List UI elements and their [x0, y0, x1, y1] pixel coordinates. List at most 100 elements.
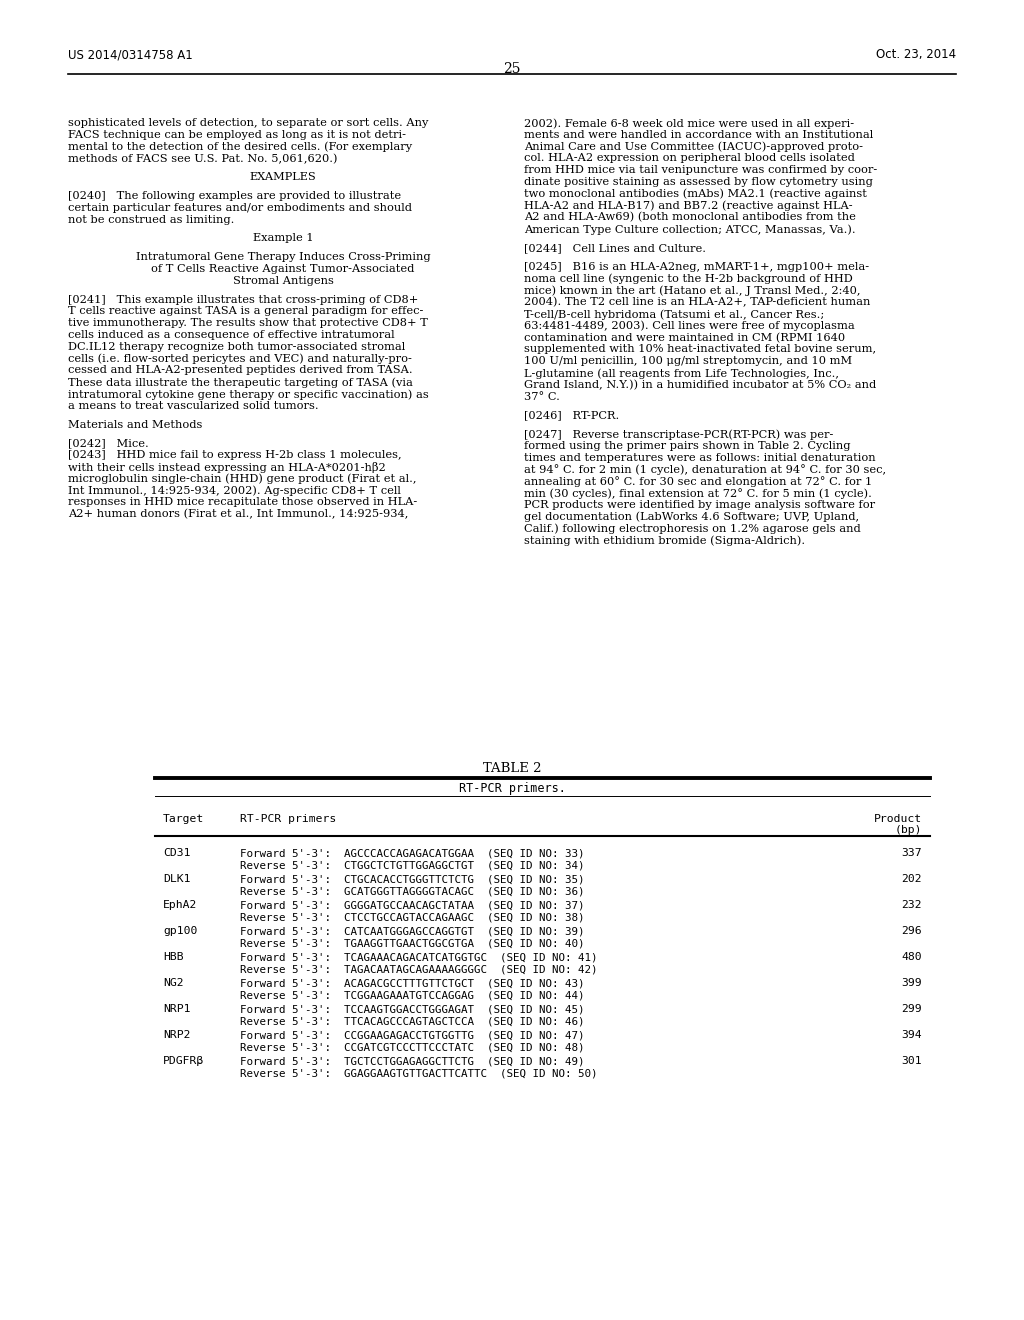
Text: Oct. 23, 2014: Oct. 23, 2014 — [876, 48, 956, 61]
Text: [0240]   The following examples are provided to illustrate: [0240] The following examples are provid… — [68, 191, 401, 201]
Text: 480: 480 — [901, 952, 922, 962]
Text: cells induced as a consequence of effective intratumoral: cells induced as a consequence of effect… — [68, 330, 394, 341]
Text: 301: 301 — [901, 1056, 922, 1067]
Text: NRP1: NRP1 — [163, 1005, 190, 1014]
Text: Forward 5'-3':  GGGGATGCCAACAGCTATAA  (SEQ ID NO: 37): Forward 5'-3': GGGGATGCCAACAGCTATAA (SEQ… — [240, 900, 585, 909]
Text: Reverse 5'-3':  TCGGAAGAAATGTCCAGGAG  (SEQ ID NO: 44): Reverse 5'-3': TCGGAAGAAATGTCCAGGAG (SEQ… — [240, 990, 585, 1001]
Text: staining with ethidium bromide (Sigma-Aldrich).: staining with ethidium bromide (Sigma-Al… — [524, 536, 805, 546]
Text: US 2014/0314758 A1: US 2014/0314758 A1 — [68, 48, 193, 61]
Text: Reverse 5'-3':  TTCACAGCCCAGTAGCTCCA  (SEQ ID NO: 46): Reverse 5'-3': TTCACAGCCCAGTAGCTCCA (SEQ… — [240, 1016, 585, 1026]
Text: T cells reactive against TASA is a general paradigm for effec-: T cells reactive against TASA is a gener… — [68, 306, 423, 317]
Text: DLK1: DLK1 — [163, 874, 190, 884]
Text: RT-PCR primers.: RT-PCR primers. — [459, 781, 565, 795]
Text: dinate positive staining as assessed by flow cytometry using: dinate positive staining as assessed by … — [524, 177, 872, 187]
Text: Forward 5'-3':  ACAGACGCCTTTGTTCTGCT  (SEQ ID NO: 43): Forward 5'-3': ACAGACGCCTTTGTTCTGCT (SEQ… — [240, 978, 585, 987]
Text: T-cell/B-cell hybridoma (Tatsumi et al., Cancer Res.;: T-cell/B-cell hybridoma (Tatsumi et al.,… — [524, 309, 824, 319]
Text: of T Cells Reactive Against Tumor-Associated: of T Cells Reactive Against Tumor-Associ… — [152, 264, 415, 275]
Text: PCR products were identified by image analysis software for: PCR products were identified by image an… — [524, 500, 876, 510]
Text: These data illustrate the therapeutic targeting of TASA (via: These data illustrate the therapeutic ta… — [68, 378, 413, 388]
Text: A2+ human donors (Firat et al., Int Immunol., 14:925-934,: A2+ human donors (Firat et al., Int Immu… — [68, 510, 409, 520]
Text: Int Immunol., 14:925-934, 2002). Ag-specific CD8+ T cell: Int Immunol., 14:925-934, 2002). Ag-spec… — [68, 486, 400, 496]
Text: intratumoral cytokine gene therapy or specific vaccination) as: intratumoral cytokine gene therapy or sp… — [68, 389, 429, 400]
Text: Target: Target — [163, 814, 204, 824]
Text: Example 1: Example 1 — [253, 234, 313, 243]
Text: at 94° C. for 2 min (1 cycle), denaturation at 94° C. for 30 sec,: at 94° C. for 2 min (1 cycle), denaturat… — [524, 465, 886, 475]
Text: 25: 25 — [503, 62, 521, 77]
Text: Grand Island, N.Y.)) in a humidified incubator at 5% CO₂ and: Grand Island, N.Y.)) in a humidified inc… — [524, 380, 877, 391]
Text: times and temperatures were as follows: initial denaturation: times and temperatures were as follows: … — [524, 453, 876, 463]
Text: sophisticated levels of detection, to separate or sort cells. Any: sophisticated levels of detection, to se… — [68, 117, 428, 128]
Text: gel documentation (LabWorks 4.6 Software; UVP, Upland,: gel documentation (LabWorks 4.6 Software… — [524, 512, 859, 523]
Text: 299: 299 — [901, 1005, 922, 1014]
Text: col. HLA-A2 expression on peripheral blood cells isolated: col. HLA-A2 expression on peripheral blo… — [524, 153, 855, 164]
Text: EphA2: EphA2 — [163, 900, 198, 909]
Text: certain particular features and/or embodiments and should: certain particular features and/or embod… — [68, 203, 412, 213]
Text: annealing at 60° C. for 30 sec and elongation at 72° C. for 1: annealing at 60° C. for 30 sec and elong… — [524, 477, 872, 487]
Text: HLA-A2 and HLA-B17) and BB7.2 (reactive against HLA-: HLA-A2 and HLA-B17) and BB7.2 (reactive … — [524, 201, 853, 211]
Text: Animal Care and Use Committee (IACUC)-approved proto-: Animal Care and Use Committee (IACUC)-ap… — [524, 141, 863, 152]
Text: from HHD mice via tail venipuncture was confirmed by coor-: from HHD mice via tail venipuncture was … — [524, 165, 878, 176]
Text: Forward 5'-3':  CTGCACACCTGGGTTCTCTG  (SEQ ID NO: 35): Forward 5'-3': CTGCACACCTGGGTTCTCTG (SEQ… — [240, 874, 585, 884]
Text: [0242]   Mice.: [0242] Mice. — [68, 438, 148, 449]
Text: Forward 5'-3':  TCCAAGTGGACCTGGGAGAT  (SEQ ID NO: 45): Forward 5'-3': TCCAAGTGGACCTGGGAGAT (SEQ… — [240, 1005, 585, 1014]
Text: Forward 5'-3':  CCGGAAGAGACCTGTGGTTG  (SEQ ID NO: 47): Forward 5'-3': CCGGAAGAGACCTGTGGTTG (SEQ… — [240, 1030, 585, 1040]
Text: A2 and HLA-Aw69) (both monoclonal antibodies from the: A2 and HLA-Aw69) (both monoclonal antibo… — [524, 213, 856, 223]
Text: Reverse 5'-3':  GCATGGGTTAGGGGTACAGC  (SEQ ID NO: 36): Reverse 5'-3': GCATGGGTTAGGGGTACAGC (SEQ… — [240, 886, 585, 896]
Text: Forward 5'-3':  CATCAATGGGAGCCAGGTGT  (SEQ ID NO: 39): Forward 5'-3': CATCAATGGGAGCCAGGTGT (SEQ… — [240, 927, 585, 936]
Text: gp100: gp100 — [163, 927, 198, 936]
Text: formed using the primer pairs shown in Table 2. Cycling: formed using the primer pairs shown in T… — [524, 441, 851, 451]
Text: contamination and were maintained in CM (RPMI 1640: contamination and were maintained in CM … — [524, 333, 845, 343]
Text: tive immunotherapy. The results show that protective CD8+ T: tive immunotherapy. The results show tha… — [68, 318, 428, 329]
Text: Materials and Methods: Materials and Methods — [68, 420, 203, 429]
Text: 202: 202 — [901, 874, 922, 884]
Text: 337: 337 — [901, 847, 922, 858]
Text: with their cells instead expressing an HLA-A*0201-hβ2: with their cells instead expressing an H… — [68, 462, 386, 473]
Text: HBB: HBB — [163, 952, 183, 962]
Text: FACS technique can be employed as long as it is not detri-: FACS technique can be employed as long a… — [68, 129, 406, 140]
Text: [0245]   B16 is an HLA-A2neg, mMART-1+, mgp100+ mela-: [0245] B16 is an HLA-A2neg, mMART-1+, mg… — [524, 261, 869, 272]
Text: noma cell line (syngenic to the H-2b background of HHD: noma cell line (syngenic to the H-2b bac… — [524, 273, 853, 284]
Text: methods of FACS see U.S. Pat. No. 5,061,620.): methods of FACS see U.S. Pat. No. 5,061,… — [68, 153, 338, 164]
Text: 296: 296 — [901, 927, 922, 936]
Text: NRP2: NRP2 — [163, 1030, 190, 1040]
Text: Reverse 5'-3':  TGAAGGTTGAACTGGCGTGA  (SEQ ID NO: 40): Reverse 5'-3': TGAAGGTTGAACTGGCGTGA (SEQ… — [240, 939, 585, 948]
Text: Stromal Antigens: Stromal Antigens — [232, 276, 334, 286]
Text: Reverse 5'-3':  CCGATCGTCCCTTCCCTATC  (SEQ ID NO: 48): Reverse 5'-3': CCGATCGTCCCTTCCCTATC (SEQ… — [240, 1041, 585, 1052]
Text: Calif.) following electrophoresis on 1.2% agarose gels and: Calif.) following electrophoresis on 1.2… — [524, 524, 861, 535]
Text: DC.IL12 therapy recognize both tumor-associated stromal: DC.IL12 therapy recognize both tumor-ass… — [68, 342, 406, 352]
Text: 63:4481-4489, 2003). Cell lines were free of mycoplasma: 63:4481-4489, 2003). Cell lines were fre… — [524, 321, 855, 331]
Text: 394: 394 — [901, 1030, 922, 1040]
Text: NG2: NG2 — [163, 978, 183, 987]
Text: [0243]   HHD mice fail to express H-2b class 1 molecules,: [0243] HHD mice fail to express H-2b cla… — [68, 450, 401, 461]
Text: not be construed as limiting.: not be construed as limiting. — [68, 215, 234, 224]
Text: Reverse 5'-3':  CTGGCTCTGTTGGAGGCTGT  (SEQ ID NO: 34): Reverse 5'-3': CTGGCTCTGTTGGAGGCTGT (SEQ… — [240, 861, 585, 870]
Text: min (30 cycles), final extension at 72° C. for 5 min (1 cycle).: min (30 cycles), final extension at 72° … — [524, 488, 871, 499]
Text: American Type Culture collection; ATCC, Manassas, Va.).: American Type Culture collection; ATCC, … — [524, 224, 856, 235]
Text: mice) known in the art (Hatano et al., J Transl Med., 2:40,: mice) known in the art (Hatano et al., J… — [524, 285, 860, 296]
Text: 2004). The T2 cell line is an HLA-A2+, TAP-deficient human: 2004). The T2 cell line is an HLA-A2+, T… — [524, 297, 870, 308]
Text: 399: 399 — [901, 978, 922, 987]
Text: cells (i.e. flow-sorted pericytes and VEC) and naturally-pro-: cells (i.e. flow-sorted pericytes and VE… — [68, 354, 412, 364]
Text: responses in HHD mice recapitulate those observed in HLA-: responses in HHD mice recapitulate those… — [68, 498, 417, 507]
Text: [0246]   RT-PCR.: [0246] RT-PCR. — [524, 411, 620, 420]
Text: ments and were handled in accordance with an Institutional: ments and were handled in accordance wit… — [524, 129, 873, 140]
Text: PDGFRβ: PDGFRβ — [163, 1056, 204, 1067]
Text: CD31: CD31 — [163, 847, 190, 858]
Text: supplemented with 10% heat-inactivated fetal bovine serum,: supplemented with 10% heat-inactivated f… — [524, 345, 877, 354]
Text: Forward 5'-3':  TCAGAAACAGACATCATGGTGC  (SEQ ID NO: 41): Forward 5'-3': TCAGAAACAGACATCATGGTGC (S… — [240, 952, 597, 962]
Text: Forward 5'-3':  AGCCCACCAGAGACATGGAA  (SEQ ID NO: 33): Forward 5'-3': AGCCCACCAGAGACATGGAA (SEQ… — [240, 847, 585, 858]
Text: [0247]   Reverse transcriptase-PCR(RT-PCR) was per-: [0247] Reverse transcriptase-PCR(RT-PCR)… — [524, 429, 834, 440]
Text: 232: 232 — [901, 900, 922, 909]
Text: EXAMPLES: EXAMPLES — [250, 172, 316, 182]
Text: mental to the detection of the desired cells. (For exemplary: mental to the detection of the desired c… — [68, 141, 412, 152]
Text: two monoclonal antibodies (mAbs) MA2.1 (reactive against: two monoclonal antibodies (mAbs) MA2.1 (… — [524, 189, 867, 199]
Text: Forward 5'-3':  TGCTCCTGGAGAGGCTTCTG  (SEQ ID NO: 49): Forward 5'-3': TGCTCCTGGAGAGGCTTCTG (SEQ… — [240, 1056, 585, 1067]
Text: L-glutamine (all reagents from Life Technologies, Inc.,: L-glutamine (all reagents from Life Tech… — [524, 368, 839, 379]
Text: Product: Product — [873, 814, 922, 824]
Text: 37° C.: 37° C. — [524, 392, 560, 401]
Text: microglobulin single-chain (HHD) gene product (Firat et al.,: microglobulin single-chain (HHD) gene pr… — [68, 474, 417, 484]
Text: RT-PCR primers: RT-PCR primers — [240, 814, 336, 824]
Text: [0244]   Cell Lines and Culture.: [0244] Cell Lines and Culture. — [524, 243, 706, 253]
Text: Intratumoral Gene Therapy Induces Cross-Priming: Intratumoral Gene Therapy Induces Cross-… — [136, 252, 430, 263]
Text: a means to treat vascularized solid tumors.: a means to treat vascularized solid tumo… — [68, 401, 318, 411]
